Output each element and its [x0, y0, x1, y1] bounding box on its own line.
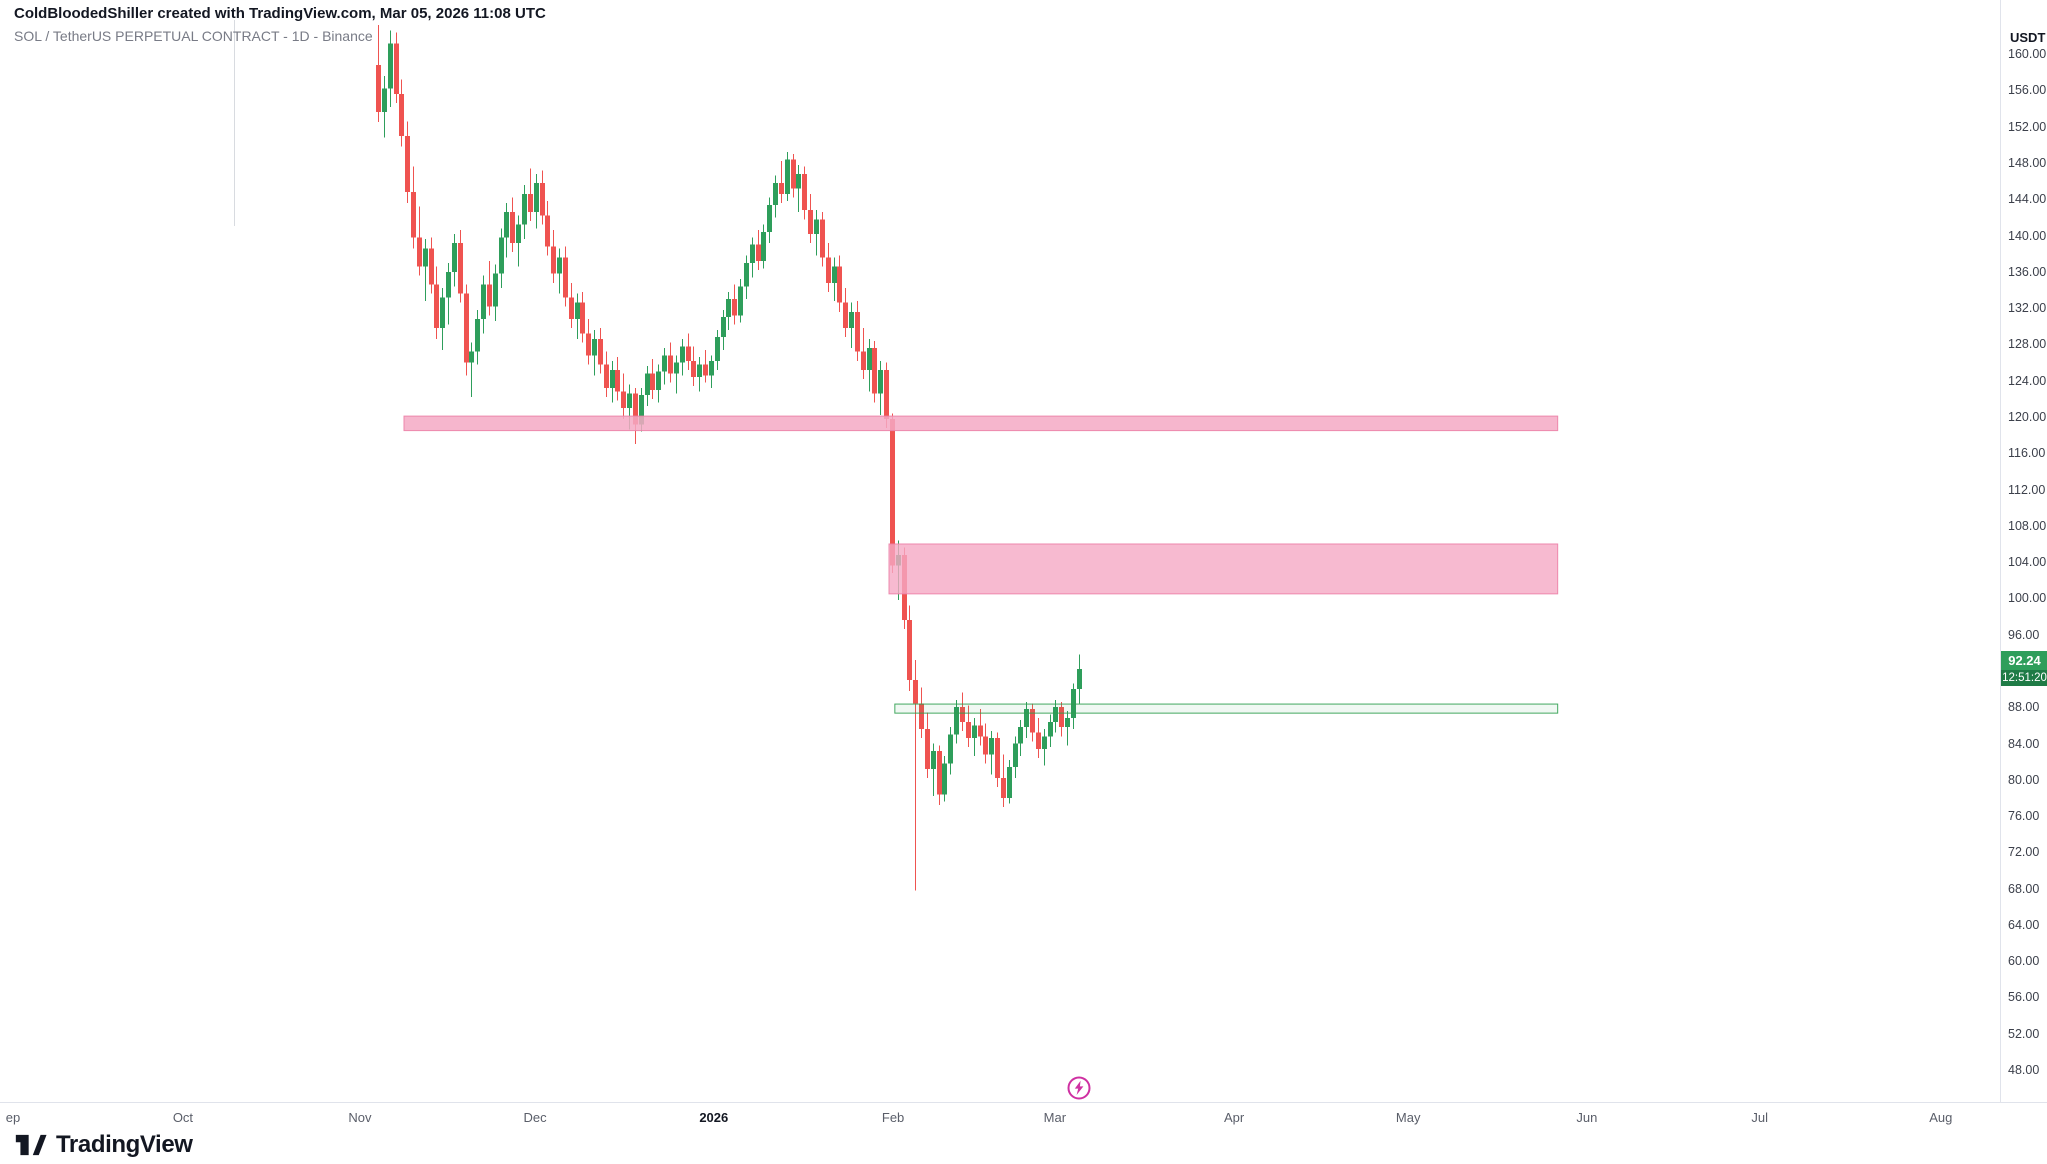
price-tick: 60.00 [2008, 954, 2040, 969]
last-price-value: 92.24 [2001, 651, 2047, 670]
tradingview-logo-text: TradingView [56, 1131, 193, 1158]
chart-canvas[interactable] [0, 0, 2000, 1102]
price-tick: 108.00 [2008, 518, 2047, 533]
price-tick: 148.00 [2008, 156, 2047, 171]
price-tick: 140.00 [2008, 228, 2047, 243]
tradingview-logo[interactable]: TradingView [14, 1131, 193, 1159]
time-tick: Apr [1224, 1110, 1245, 1125]
price-axis[interactable]: USDT 160.00 156.00 152.00 148.00 144.00 140.0… [2000, 0, 2047, 1102]
price-tick: 80.00 [2008, 772, 2040, 787]
price-tick: 52.00 [2008, 1026, 2040, 1041]
price-tick: 84.00 [2008, 736, 2040, 751]
time-tick: Dec [523, 1110, 547, 1125]
time-tick: May [1395, 1110, 1421, 1125]
symbol-description: SOL / TetherUS PERPETUAL CONTRACT - 1D -… [14, 28, 373, 44]
price-tick: 144.00 [2008, 192, 2047, 207]
time-axis[interactable]: ep Oct Nov Dec 2026 Feb Mar Apr May Jun Jul Aug [0, 1102, 2047, 1133]
price-tick: 128.00 [2008, 337, 2047, 352]
time-tick: Aug [1929, 1110, 1953, 1125]
candlestick-series [376, 25, 1082, 891]
last-price-label: 92.24 12:51:20 [2001, 651, 2047, 686]
price-tick: 76.00 [2008, 809, 2040, 824]
price-tick: 160.00 [2008, 47, 2047, 62]
time-tick: Jul [1751, 1110, 1769, 1125]
price-tick: 68.00 [2008, 881, 2040, 896]
resistance-zone-119[interactable] [403, 415, 1559, 432]
replay-marker-icon[interactable] [1066, 1075, 1092, 1101]
price-tick: 64.00 [2008, 917, 2040, 932]
price-tick: 116.00 [2008, 446, 2046, 461]
price-tick: 100.00 [2008, 591, 2047, 606]
price-tick: 88.00 [2008, 700, 2040, 715]
price-axis-currency-label: USDT [2010, 30, 2046, 45]
support-level-88[interactable] [894, 703, 1559, 714]
attribution-text: ColdBloodedShiller created with TradingV… [14, 5, 546, 22]
time-tick: Oct [172, 1110, 194, 1125]
supply-zone-100-106[interactable] [888, 543, 1559, 595]
price-tick: 72.00 [2008, 845, 2040, 860]
price-tick: 156.00 [2008, 83, 2047, 98]
price-tick: 152.00 [2008, 119, 2047, 134]
time-tick: Mar [1043, 1110, 1067, 1125]
price-tick: 104.00 [2008, 555, 2047, 570]
time-tick: ep [5, 1110, 21, 1125]
tradingview-logo-icon [15, 1134, 47, 1156]
price-tick: 48.00 [2008, 1063, 2040, 1078]
price-tick: 56.00 [2008, 990, 2040, 1005]
bar-close-countdown: 12:51:20 [2001, 670, 2047, 686]
time-tick: Jun [1576, 1110, 1598, 1125]
price-tick: 120.00 [2008, 410, 2047, 424]
price-tick: 132.00 [2008, 301, 2047, 316]
price-tick: 124.00 [2008, 373, 2047, 388]
time-tick: Feb [881, 1110, 905, 1125]
price-tick: 96.00 [2008, 627, 2040, 642]
price-tick: 136.00 [2008, 264, 2047, 279]
time-tick: Nov [348, 1110, 372, 1125]
price-tick: 112.00 [2008, 482, 2046, 497]
time-tick-year: 2026 [699, 1110, 729, 1125]
